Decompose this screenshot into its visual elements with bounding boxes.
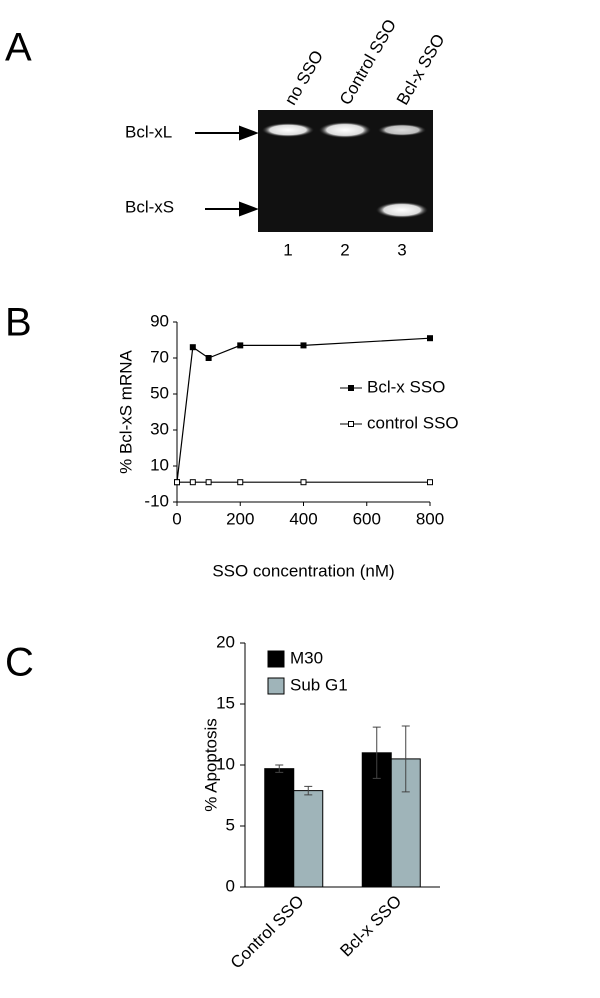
y-tick-label: -10 <box>144 491 169 510</box>
marker <box>427 335 433 342</box>
x-axis-label: SSO concentration (nM) <box>212 561 394 580</box>
gel-band <box>376 202 428 218</box>
y-tick-label: 10 <box>216 754 235 773</box>
y-tick-label: 70 <box>150 347 169 366</box>
legend-label: Sub G1 <box>290 675 348 694</box>
panel-label: A <box>5 26 32 70</box>
error-bar <box>304 785 313 796</box>
x-tick-label: 600 <box>353 509 381 528</box>
x-tick-label: 0 <box>172 509 181 528</box>
marker <box>300 479 307 486</box>
band-label: Bcl-xL <box>125 122 172 141</box>
y-tick-label: 50 <box>150 383 169 402</box>
marker <box>189 344 196 351</box>
x-tick-label: 400 <box>289 509 317 528</box>
legend-label: M30 <box>290 648 323 667</box>
y-tick-label: 20 <box>216 632 235 651</box>
marker <box>189 479 196 486</box>
marker <box>174 479 180 486</box>
y-tick-label: 90 <box>150 311 169 330</box>
legend-swatch <box>267 650 285 668</box>
panel-label: C <box>5 641 34 685</box>
lane-label: Bcl-x SSO <box>393 31 449 108</box>
bar <box>293 790 324 888</box>
y-axis-label: % Apoptosis <box>201 718 220 812</box>
lane-label: Control SSO <box>336 16 400 108</box>
x-tick-label: 800 <box>416 509 444 528</box>
lane-number: 1 <box>283 240 292 259</box>
y-tick-label: 15 <box>216 693 235 712</box>
y-tick-label: 0 <box>226 876 235 895</box>
lane-number: 3 <box>397 240 406 259</box>
y-tick-label: 5 <box>226 815 235 834</box>
x-tick-label: 200 <box>226 509 254 528</box>
gel-band <box>378 124 426 136</box>
x-tick-label: Control SSO <box>227 892 308 973</box>
y-tick-label: 30 <box>150 419 169 438</box>
marker <box>205 355 212 361</box>
gel-band <box>262 123 314 137</box>
lane-number: 2 <box>340 240 349 259</box>
legend-swatch <box>267 677 285 695</box>
lane-label: no SSO <box>281 47 327 108</box>
legend-marker <box>348 421 354 427</box>
band-label: Bcl-xS <box>125 197 174 216</box>
legend-label: control SSO <box>367 413 459 432</box>
y-axis-label: % Bcl-xS mRNA <box>116 349 135 473</box>
bar <box>264 768 295 888</box>
error-bar <box>372 726 381 779</box>
error-bar <box>401 725 410 793</box>
error-bar <box>275 764 284 773</box>
marker <box>427 479 433 486</box>
marker <box>237 342 244 349</box>
line <box>176 337 431 483</box>
marker <box>205 479 212 486</box>
gel-band <box>319 122 371 138</box>
x-tick-label: Bcl-x SSO <box>336 892 405 961</box>
legend-label: Bcl-x SSO <box>367 377 445 396</box>
legend-marker <box>348 385 354 391</box>
arrow <box>195 125 259 217</box>
marker <box>237 479 244 486</box>
panel-label: B <box>5 301 32 345</box>
y-tick-label: 10 <box>150 455 169 474</box>
marker <box>300 342 307 349</box>
